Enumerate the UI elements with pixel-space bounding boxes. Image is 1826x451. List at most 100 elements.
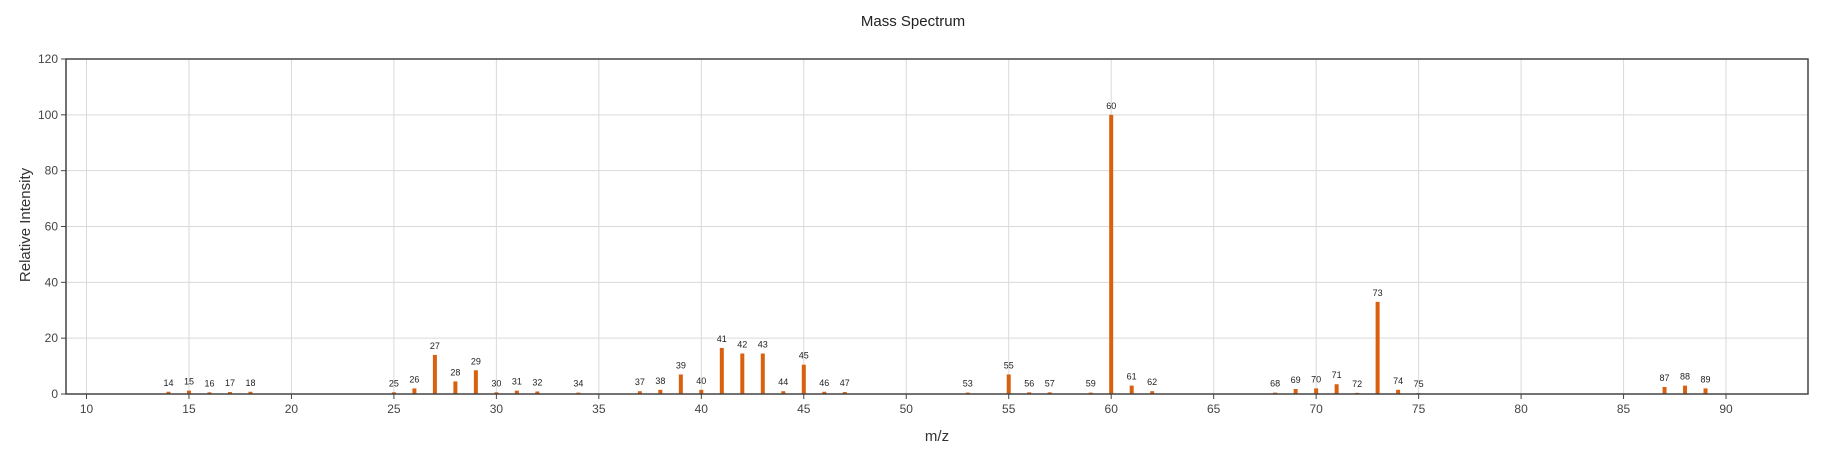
spectrum-bar	[1396, 389, 1401, 394]
spectrum-bar	[637, 391, 642, 394]
bar-value-label: 28	[450, 367, 460, 377]
bar-value-label: 75	[1414, 379, 1424, 389]
spectrum-bar	[1047, 392, 1052, 394]
spectrum-bar	[801, 364, 806, 394]
spectrum-bar	[1293, 388, 1298, 394]
bar-value-label: 73	[1373, 288, 1383, 298]
bar-value-label: 44	[778, 377, 788, 387]
spectrum-bar	[186, 390, 191, 394]
x-tick-label: 65	[1207, 402, 1221, 416]
spectrum-bar	[1006, 374, 1011, 394]
spectrum-bar	[391, 392, 396, 394]
x-tick-label: 75	[1412, 402, 1426, 416]
x-axis-label: m/z	[925, 428, 949, 445]
bar-value-label: 15	[184, 377, 194, 387]
spectrum-bar	[207, 392, 212, 394]
bar-value-label: 56	[1024, 378, 1034, 388]
spectrum-bar	[1662, 387, 1667, 394]
spectrum-bar	[1314, 388, 1319, 394]
bar-value-label: 16	[204, 378, 214, 388]
bar-value-label: 45	[799, 351, 809, 361]
spectrum-bar	[658, 389, 663, 394]
spectrum-bar	[1683, 385, 1688, 394]
bar-value-label: 68	[1270, 379, 1280, 389]
bar-value-label: 41	[717, 334, 727, 344]
bar-layer	[166, 114, 1708, 395]
x-tick-label: 35	[592, 402, 606, 416]
bar-value-label: 61	[1127, 372, 1137, 382]
bar-value-label: 39	[676, 360, 686, 370]
spectrum-bar	[535, 391, 540, 394]
spectrum-bar	[473, 370, 478, 394]
bar-value-label: 74	[1393, 376, 1403, 386]
bar-value-label: 27	[430, 341, 440, 351]
spectrum-bar	[453, 381, 458, 394]
chart-title: Mass Spectrum	[861, 13, 965, 30]
y-tick-label: 0	[51, 387, 58, 401]
bar-value-label: 37	[635, 377, 645, 387]
spectrum-bar	[740, 353, 745, 394]
bar-value-label: 42	[737, 340, 747, 350]
bar-value-label: 87	[1660, 373, 1670, 383]
x-tick-label: 60	[1105, 402, 1119, 416]
bar-value-label: 47	[840, 378, 850, 388]
x-tick-label: 15	[182, 402, 196, 416]
bar-value-label: 34	[573, 379, 583, 389]
spectrum-bar	[719, 347, 724, 394]
x-tick-label: 20	[285, 402, 299, 416]
x-tick-label: 45	[797, 402, 811, 416]
x-tick-label: 10	[80, 402, 94, 416]
spectrum-bar	[166, 391, 171, 394]
bar-value-label: 31	[512, 377, 522, 387]
bar-value-label: 26	[409, 374, 419, 384]
spectrum-bar	[432, 354, 437, 394]
spectrum-bar	[1703, 388, 1708, 394]
spectrum-bar	[412, 388, 417, 394]
spectrum-bar	[1109, 114, 1114, 394]
x-tick-label: 30	[490, 402, 504, 416]
y-tick-label: 20	[45, 331, 59, 345]
spectrum-bar	[822, 391, 827, 394]
bar-value-label: 18	[245, 378, 255, 388]
grid-layer	[66, 58, 1808, 395]
bar-value-label: 43	[758, 340, 768, 350]
bar-value-label: 71	[1332, 370, 1342, 380]
spectrum-bar	[760, 353, 765, 394]
bar-value-label: 69	[1291, 375, 1301, 385]
bar-value-label: 46	[819, 378, 829, 388]
bar-value-label: 38	[655, 376, 665, 386]
spectrum-bar	[678, 374, 683, 394]
y-tick-label: 100	[38, 108, 58, 122]
bar-value-label: 25	[389, 378, 399, 388]
spectrum-bar	[227, 392, 232, 394]
spectrum-bar	[1334, 384, 1339, 394]
bar-value-label: 30	[491, 378, 501, 388]
bar-value-label: 32	[532, 377, 542, 387]
bar-value-label: 88	[1680, 372, 1690, 382]
bar-value-label: 53	[963, 379, 973, 389]
bar-value-label: 57	[1045, 378, 1055, 388]
spectrum-bar	[842, 392, 847, 394]
spectrum-bar	[1129, 385, 1134, 394]
bar-value-label: 40	[696, 376, 706, 386]
x-tick-label: 85	[1617, 402, 1631, 416]
spectrum-bar	[514, 390, 519, 394]
bar-value-label: 89	[1701, 374, 1711, 384]
spectrum-bar	[781, 391, 786, 394]
spectrum-bar	[1027, 392, 1032, 394]
x-tick-label: 25	[387, 402, 401, 416]
bar-value-label: 55	[1004, 360, 1014, 370]
x-tick-label: 70	[1309, 402, 1323, 416]
x-tick-label: 40	[695, 402, 709, 416]
y-tick-label: 40	[45, 275, 59, 289]
x-tick-label: 55	[1002, 402, 1016, 416]
spectrum-bar	[1375, 301, 1380, 394]
bar-value-label: 72	[1352, 379, 1362, 389]
spectrum-bar	[494, 392, 499, 394]
x-tick-label: 90	[1719, 402, 1733, 416]
spectrum-bar	[699, 389, 704, 394]
y-axis-label: Relative Intensity	[17, 167, 34, 282]
bar-value-label: 14	[163, 378, 173, 388]
x-tick-label: 50	[900, 402, 914, 416]
